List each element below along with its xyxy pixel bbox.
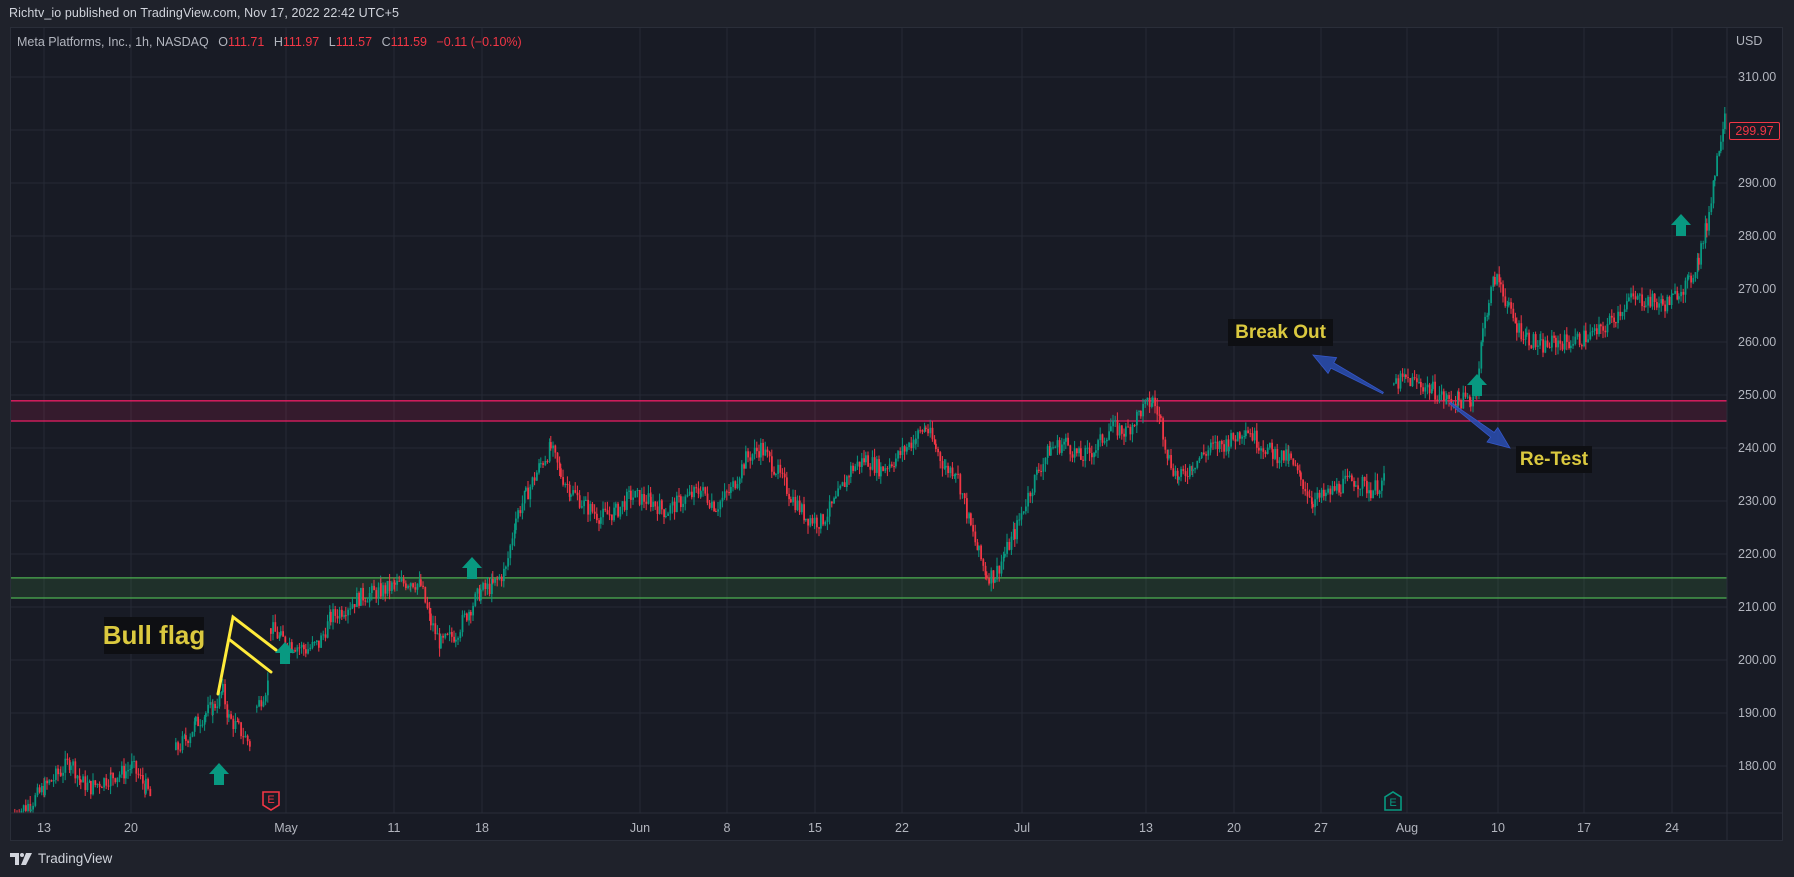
earnings-upcoming-icon[interactable]: E xyxy=(1383,790,1403,812)
open-value: 111.71 xyxy=(227,35,265,49)
re-test-arrow xyxy=(1448,401,1511,449)
time-axis-label: 17 xyxy=(1577,821,1591,835)
tradingview-logo-icon xyxy=(10,852,32,865)
change-value: −0.11 (−0.10%) xyxy=(436,35,522,49)
bull-flag-drawing xyxy=(216,614,278,696)
price-axis-label: 210.00 xyxy=(1738,600,1777,614)
open-label: O xyxy=(218,35,228,49)
price-axis-label: 230.00 xyxy=(1738,494,1777,508)
time-axis-label: May xyxy=(274,821,298,835)
symbol-legend: Meta Platforms, Inc., 1h, NASDAQ O111.71… xyxy=(17,35,522,49)
publish-attribution: Richtv_io published on TradingView.com, … xyxy=(9,6,400,20)
time-axis-label: 10 xyxy=(1491,821,1505,835)
candles xyxy=(14,105,1727,813)
time-axis-label: 13 xyxy=(37,821,51,835)
price-axis-label: 180.00 xyxy=(1738,759,1777,773)
price-axis-label: 280.00 xyxy=(1738,229,1777,243)
bull-flag-label[interactable]: Bull flag xyxy=(103,617,205,654)
time-axis-label: 24 xyxy=(1665,821,1679,835)
buy-signal-arrow-icon xyxy=(1671,214,1691,236)
close-label: C xyxy=(381,35,391,49)
last-price-tag: 299.97 xyxy=(1729,122,1780,140)
low-value: 111.57 xyxy=(335,35,373,49)
high-label: H xyxy=(273,35,283,49)
break-out-arrow xyxy=(1312,354,1384,395)
time-axis-label: 27 xyxy=(1314,821,1328,835)
time-axis-label: 11 xyxy=(387,821,401,835)
tradingview-logo[interactable]: TradingView xyxy=(10,851,112,866)
symbol-name[interactable]: Meta Platforms, Inc., 1h, NASDAQ xyxy=(17,35,209,49)
close-value: 111.59 xyxy=(390,35,427,49)
time-axis-label: 20 xyxy=(1227,821,1241,835)
tradingview-wordmark: TradingView xyxy=(38,851,113,866)
price-axis-label: 240.00 xyxy=(1738,441,1777,455)
price-axis-label: 190.00 xyxy=(1738,706,1777,720)
time-axis-label: 20 xyxy=(124,821,138,835)
price-axis-label: 290.00 xyxy=(1738,176,1777,190)
buy-signal-arrow-icon xyxy=(462,557,482,579)
high-value: 111.97 xyxy=(282,35,320,49)
time-axis-label: 15 xyxy=(808,821,822,835)
price-axis-label: 220.00 xyxy=(1738,547,1777,561)
time-axis-label: Aug xyxy=(1395,821,1419,835)
buy-signal-arrow-icon xyxy=(209,763,229,785)
price-axis-label: 250.00 xyxy=(1738,388,1777,402)
buy-signal-arrow-icon xyxy=(1467,374,1487,396)
price-axis-label: 270.00 xyxy=(1738,282,1777,296)
earnings-badge-label: E xyxy=(267,794,275,806)
currency-label[interactable]: USD xyxy=(1736,34,1763,48)
time-axis-label: 18 xyxy=(475,821,489,835)
time-axis-label: 22 xyxy=(895,821,909,835)
time-axis-label: 13 xyxy=(1139,821,1153,835)
time-axis-label: 8 xyxy=(723,821,731,835)
price-axis-label: 200.00 xyxy=(1738,653,1777,667)
earnings-badge-label: E xyxy=(1389,796,1397,809)
price-axis-label: 260.00 xyxy=(1738,335,1777,349)
time-axis-label: Jul xyxy=(1014,821,1030,835)
price-axis-label: 310.00 xyxy=(1738,70,1777,84)
low-label: L xyxy=(328,35,336,49)
time-axis-label: Jun xyxy=(629,821,651,835)
buy-signal-arrow-icon xyxy=(275,642,295,664)
break-out-label[interactable]: Break Out xyxy=(1228,319,1333,346)
re-test-label[interactable]: Re-Test xyxy=(1516,446,1592,473)
earnings-past-icon[interactable]: E xyxy=(261,790,281,812)
